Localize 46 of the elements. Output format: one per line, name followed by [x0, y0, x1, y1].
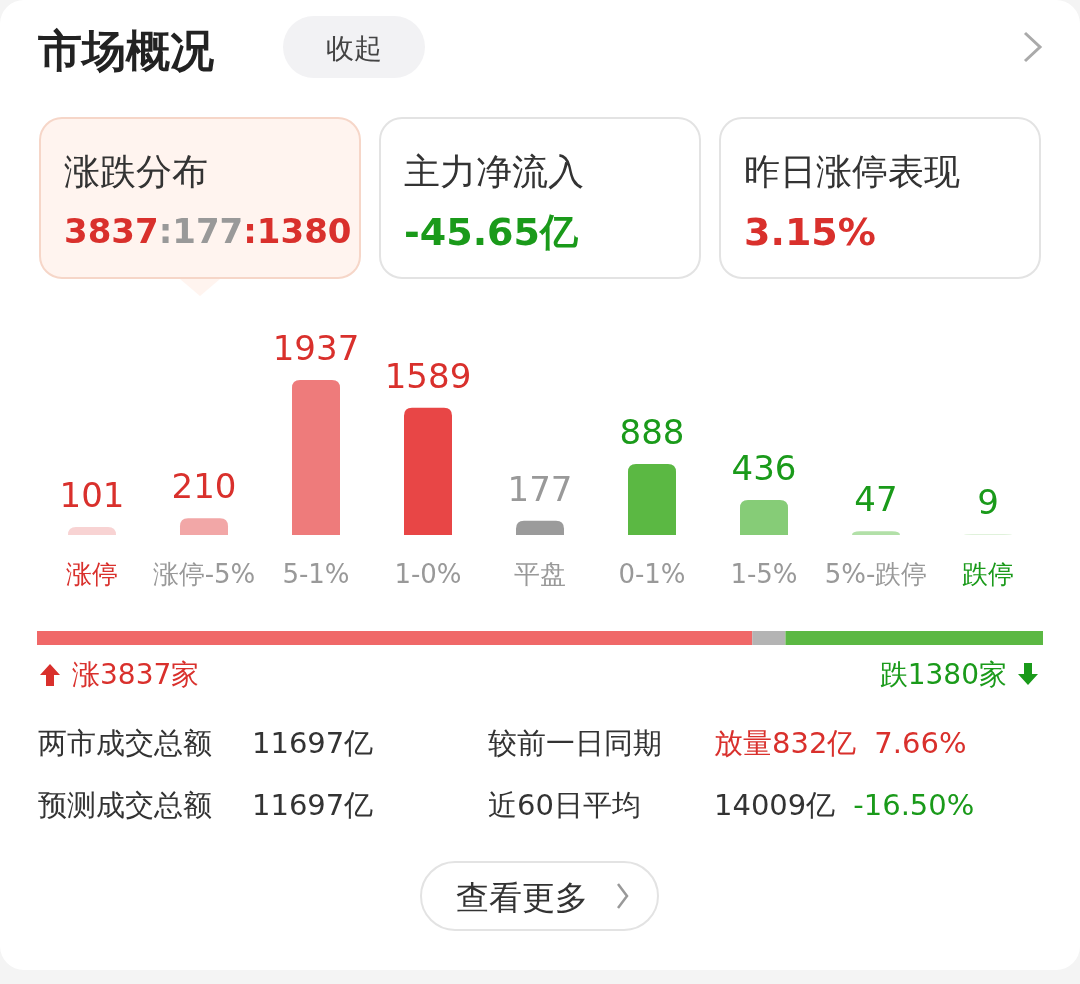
text: 跌1380家 [879, 658, 1007, 691]
data-label: 888 [619, 411, 685, 452]
text: 7.66% [874, 726, 967, 760]
bar [180, 518, 228, 535]
x-tick-label: 0-1% [618, 559, 686, 589]
text: 主力净流入 [404, 151, 584, 192]
data-label: 177 [507, 468, 573, 509]
bar [628, 463, 676, 535]
bar [292, 380, 340, 535]
text: 涨3837家 [72, 658, 200, 691]
text: 较前一日同期 [488, 726, 662, 760]
data-label: 210 [171, 466, 237, 507]
text: 收起 [326, 32, 382, 65]
bar [516, 520, 564, 535]
x-tick-label: 涨停 [66, 559, 118, 589]
data-label: 436 [731, 448, 797, 489]
data-label: 47 [854, 479, 898, 520]
x-tick-label: 5-1% [282, 559, 350, 589]
text: 14009亿 [714, 788, 836, 822]
data-label: 1937 [272, 328, 360, 368]
x-tick-label: 5%-跌停 [824, 559, 928, 589]
text: 查看更多 [456, 878, 588, 917]
bar [740, 500, 788, 535]
text: 3837:177:1380 [64, 211, 352, 251]
text: -45.65亿 [404, 210, 579, 254]
x-tick-label: 平盘 [514, 559, 566, 589]
text: 11697亿 [252, 726, 374, 760]
text: 两市成交总额 [38, 726, 212, 760]
text: 3.15% [744, 210, 876, 254]
text: 放量832亿 [714, 726, 857, 760]
x-tick-label: 跌停 [962, 559, 1014, 589]
text: 涨跌分布 [64, 151, 208, 192]
text: 近60日平均 [488, 788, 641, 822]
data-label: 9 [977, 482, 999, 523]
text: 市场概况 [38, 25, 214, 76]
x-tick-label: 1-5% [730, 559, 798, 589]
text: 昨日涨停表现 [744, 151, 960, 192]
data-label: 101 [59, 474, 125, 515]
text: 预测成交总额 [38, 788, 212, 822]
bar [404, 407, 452, 535]
text: -16.50% [853, 788, 975, 822]
text: 11697亿 [252, 788, 374, 822]
x-tick-label: 1-0% [394, 559, 462, 589]
bar [68, 526, 116, 535]
data-label: 1589 [384, 355, 472, 396]
x-tick-label: 涨停-5% [152, 559, 256, 589]
